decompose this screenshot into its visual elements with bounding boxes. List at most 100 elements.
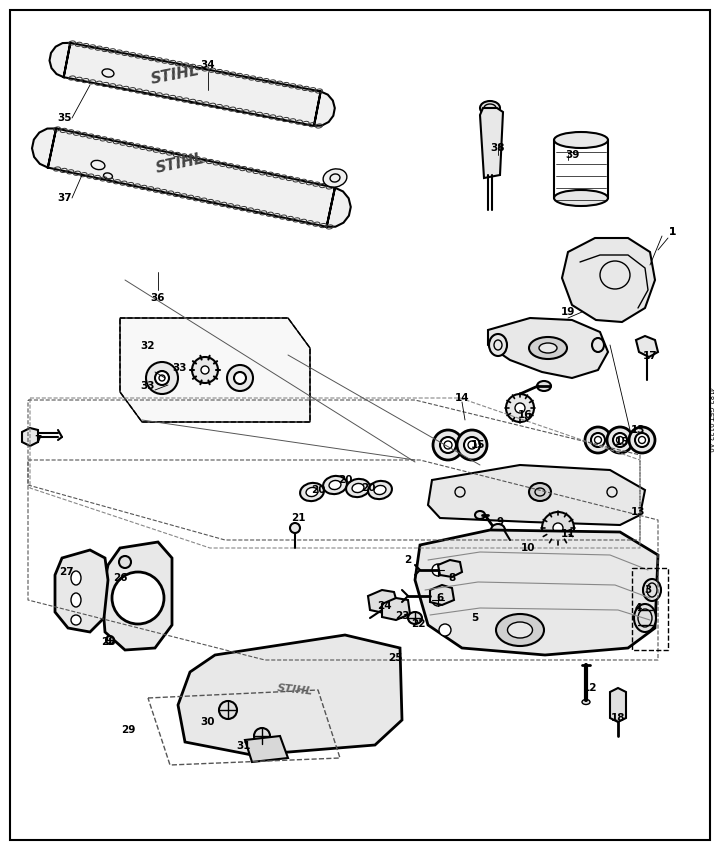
Text: 2: 2 [405,555,412,565]
Ellipse shape [529,337,567,359]
Ellipse shape [635,433,649,447]
Polygon shape [382,598,410,620]
Text: 37: 37 [58,193,72,203]
Ellipse shape [71,593,81,607]
Text: 7: 7 [35,435,42,445]
Ellipse shape [432,594,444,606]
Text: 33: 33 [140,381,156,391]
Polygon shape [430,585,454,605]
Ellipse shape [464,437,480,453]
Text: 10: 10 [521,543,535,553]
Ellipse shape [491,524,505,536]
Text: 19: 19 [561,307,575,317]
Ellipse shape [457,430,487,460]
Text: 20: 20 [311,485,325,495]
Ellipse shape [592,338,604,352]
Ellipse shape [323,169,347,187]
Polygon shape [245,736,288,762]
Ellipse shape [433,430,463,460]
Text: 20: 20 [361,483,375,493]
Polygon shape [178,635,402,755]
Ellipse shape [537,381,551,391]
Ellipse shape [192,357,218,383]
Text: 13: 13 [631,507,645,517]
Ellipse shape [71,571,81,585]
Ellipse shape [475,511,485,519]
Ellipse shape [582,700,590,705]
Text: 14: 14 [455,393,469,403]
Ellipse shape [290,523,300,533]
Text: 31: 31 [237,741,251,751]
Ellipse shape [219,701,237,719]
Polygon shape [610,688,626,722]
Text: 26: 26 [113,573,127,583]
Ellipse shape [585,427,611,453]
Text: 39: 39 [564,150,579,160]
Ellipse shape [508,622,533,638]
Text: 5: 5 [472,613,479,623]
Ellipse shape [455,487,465,497]
Ellipse shape [489,334,507,356]
Polygon shape [368,590,398,613]
Text: 18: 18 [611,713,625,723]
Ellipse shape [329,480,341,490]
Text: 24: 24 [377,601,391,611]
Ellipse shape [346,479,370,497]
Ellipse shape [496,614,544,646]
Text: 8: 8 [449,573,456,583]
Ellipse shape [201,366,209,374]
Ellipse shape [71,615,81,625]
Text: 20: 20 [338,475,352,485]
Text: 17: 17 [643,351,657,361]
Text: 4: 4 [634,603,642,613]
Ellipse shape [553,523,563,533]
Ellipse shape [227,365,253,391]
Text: 27: 27 [59,567,73,577]
Text: STIHL: STIHL [149,63,201,87]
Text: 9: 9 [496,517,503,527]
Ellipse shape [155,371,169,385]
Ellipse shape [368,481,392,499]
Text: 4182-GET-0122-A0: 4182-GET-0122-A0 [707,387,713,453]
Ellipse shape [306,487,318,496]
Polygon shape [102,542,172,650]
Ellipse shape [521,537,539,553]
Ellipse shape [106,636,114,644]
Text: 38: 38 [491,143,505,153]
Polygon shape [488,318,608,378]
Ellipse shape [254,728,270,744]
Text: 12: 12 [582,683,598,693]
Ellipse shape [591,433,605,447]
Polygon shape [428,465,645,525]
Ellipse shape [432,564,444,576]
Ellipse shape [480,101,500,115]
Polygon shape [562,238,655,322]
Ellipse shape [607,427,633,453]
Text: 21: 21 [291,513,305,523]
Ellipse shape [554,190,608,206]
Text: 30: 30 [201,717,215,727]
Text: 36: 36 [150,293,166,303]
Text: 23: 23 [395,611,409,621]
Text: 25: 25 [388,653,402,663]
Polygon shape [415,530,658,655]
Ellipse shape [554,132,608,148]
Ellipse shape [374,485,386,495]
Ellipse shape [634,604,656,632]
Polygon shape [438,560,462,577]
Text: 11: 11 [561,529,575,539]
Text: 22: 22 [410,619,426,629]
Text: 35: 35 [58,113,72,123]
Ellipse shape [643,579,661,601]
Ellipse shape [352,484,364,492]
Text: 28: 28 [101,637,115,647]
Ellipse shape [440,437,456,453]
Polygon shape [50,42,335,126]
Ellipse shape [300,483,324,502]
Ellipse shape [408,612,422,624]
Ellipse shape [323,476,347,494]
Text: 34: 34 [201,60,215,70]
Polygon shape [636,336,658,357]
Text: 1: 1 [668,227,675,237]
Ellipse shape [629,427,655,453]
